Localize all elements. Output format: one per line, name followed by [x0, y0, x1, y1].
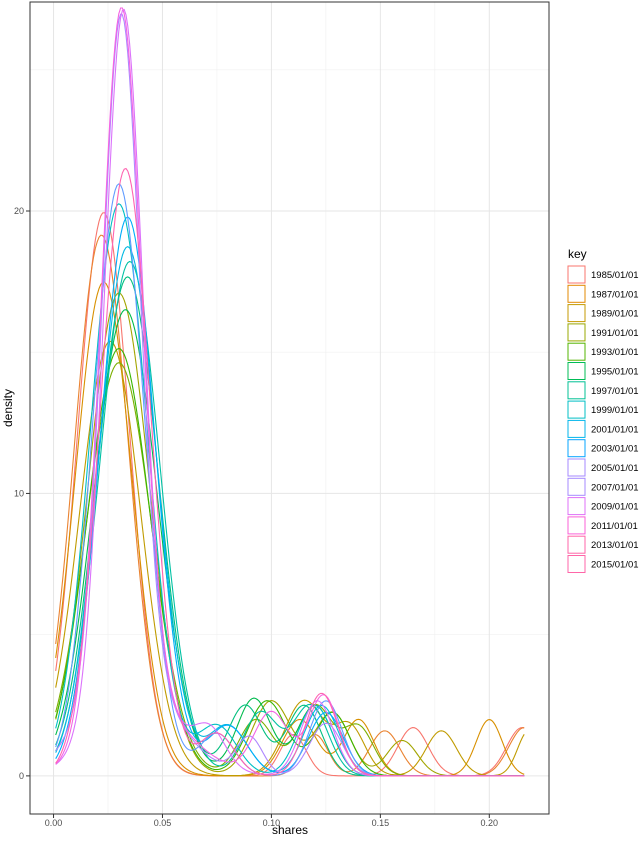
series-line: [55, 340, 525, 777]
legend-label: 2015/01/01: [591, 560, 639, 571]
x-axis: 0.00 0.05 0.10 0.15 0.20: [45, 814, 498, 828]
legend-label: 1999/01/01: [591, 405, 639, 416]
y-axis-title: density: [1, 389, 15, 427]
legend-label: 1995/01/01: [591, 367, 639, 378]
legend-title: key: [568, 247, 587, 261]
legend-key: [567, 477, 586, 496]
legend-label: 1985/01/01: [591, 270, 639, 281]
legend: key 1985/01/01 1987/01/01 1989/01/01 1991/0…: [567, 247, 639, 573]
legend-label: 1997/01/01: [591, 386, 639, 397]
x-tick-label: 0.10: [263, 818, 281, 828]
legend-label: 2009/01/01: [591, 502, 639, 513]
legend-key: [567, 458, 586, 477]
x-tick-label: 0.05: [154, 818, 172, 828]
legend-label: 2011/01/01: [591, 521, 638, 532]
legend-label: 2001/01/01: [591, 424, 639, 435]
legend-key: [567, 323, 586, 342]
grid: [30, 2, 549, 814]
legend-key: [567, 400, 586, 419]
series-lines: [55, 7, 525, 777]
series-line: [55, 212, 525, 777]
legend-label: 2013/01/01: [591, 540, 639, 551]
legend-key: [567, 342, 586, 361]
y-tick-label: 20: [14, 206, 24, 216]
legend-label: 1989/01/01: [591, 309, 639, 320]
legend-label: 1993/01/01: [591, 347, 639, 358]
legend-label: 2005/01/01: [591, 463, 639, 474]
series-line: [55, 292, 525, 777]
legend-key: [567, 362, 586, 380]
x-tick-label: 0.20: [481, 818, 499, 828]
legend-key: [567, 535, 586, 554]
legend-key: [567, 439, 586, 458]
legend-label: 1987/01/01: [591, 289, 639, 300]
plot-background: [30, 2, 549, 814]
legend-label: 1991/01/01: [591, 328, 639, 339]
legend-items: 1985/01/01 1987/01/01 1989/01/01 1991/01/01…: [567, 265, 639, 573]
x-tick-label: 0.00: [45, 818, 63, 828]
legend-key: [567, 516, 586, 535]
y-tick-label: 0: [19, 771, 24, 781]
series-line: [55, 167, 525, 777]
legend-key: [567, 265, 586, 284]
legend-key: [567, 555, 586, 573]
legend-label: 2007/01/01: [591, 482, 639, 493]
legend-key: [567, 497, 586, 516]
x-axis-title: shares: [272, 823, 308, 837]
plot-border: [29, 1, 550, 815]
y-tick-label: 10: [14, 488, 24, 498]
legend-key: [567, 381, 586, 400]
legend-key: [567, 304, 586, 323]
legend-key: [567, 419, 586, 438]
x-tick-label: 0.15: [372, 818, 390, 828]
legend-label: 2003/01/01: [591, 444, 639, 455]
legend-key: [567, 284, 586, 303]
y-axis: 0 10 20: [14, 206, 30, 781]
